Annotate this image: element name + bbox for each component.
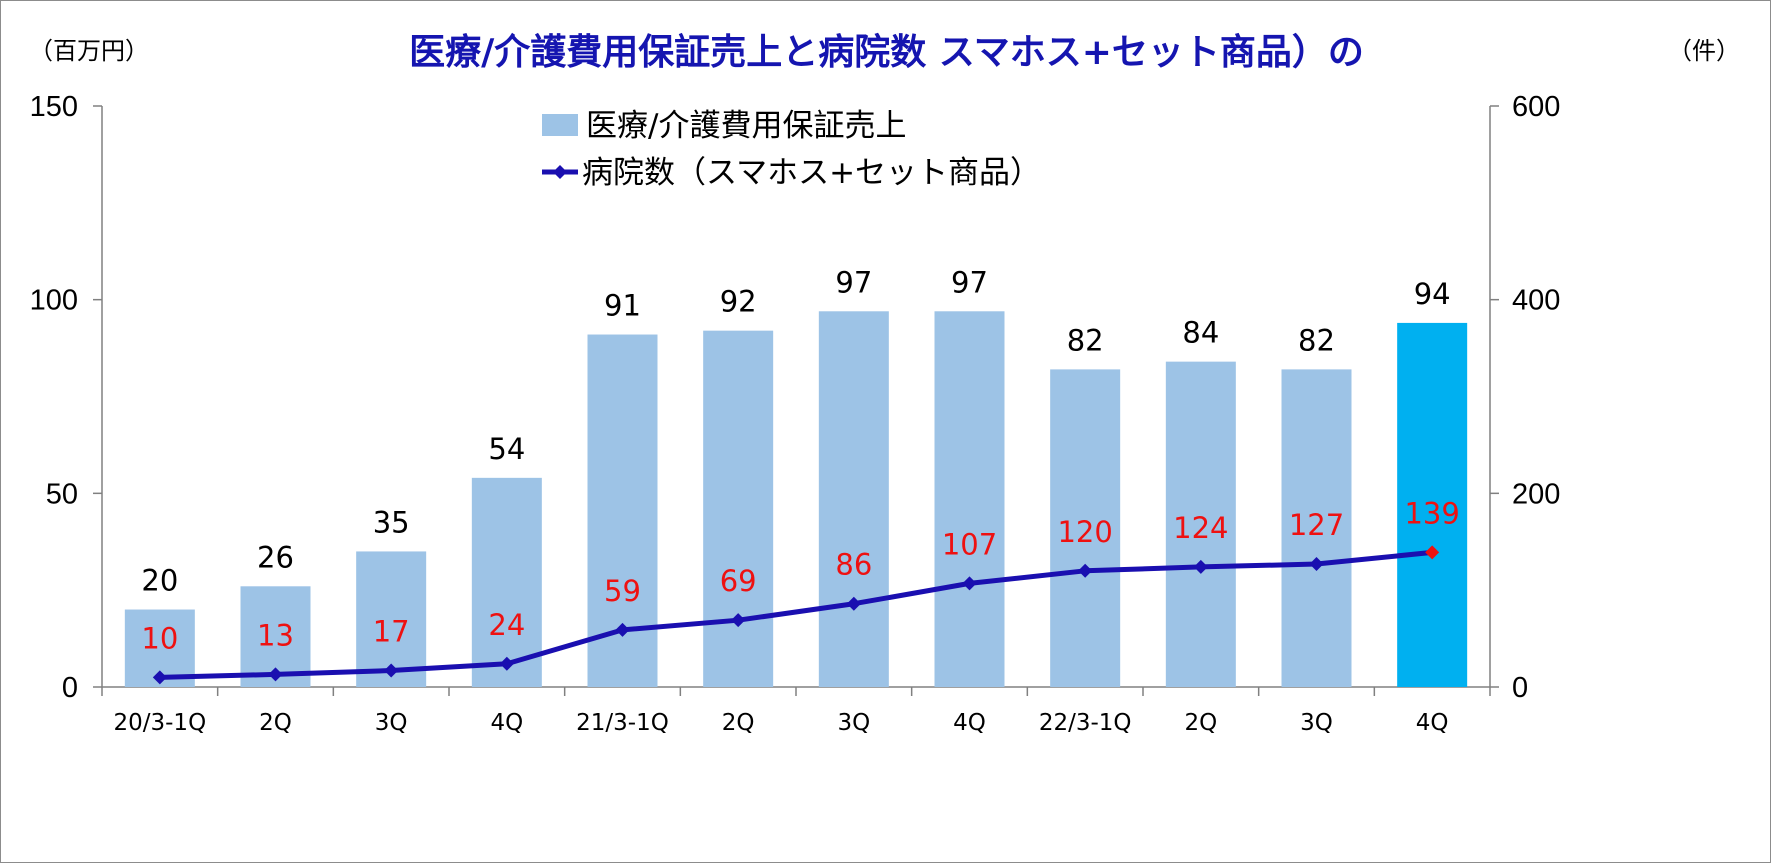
- line-point-marker: [1078, 563, 1093, 578]
- bar-value-label: 82: [1298, 323, 1335, 357]
- x-tick-label: 2Q: [1184, 710, 1217, 736]
- axes: 0 50 100 150 0 200 400 600 20/3-1Q 2Q 3Q 4Q 21/3-1Q 2…: [30, 91, 1561, 736]
- bar: [934, 311, 1005, 687]
- bar-value-label: 54: [488, 432, 525, 466]
- line-point-marker: [268, 667, 283, 682]
- line-value-label: 139: [1404, 496, 1459, 530]
- x-tick-label: 4Q: [1416, 710, 1449, 736]
- x-tick-label: 3Q: [375, 710, 408, 736]
- right-tick-label: 0: [1512, 672, 1528, 704]
- bar-value-label: 84: [1182, 316, 1219, 350]
- legend-label-bar: 医療/介護費用保証売上: [586, 108, 906, 144]
- line-value-label: 59: [604, 574, 641, 608]
- x-tick-label: 20/3-1Q: [113, 710, 206, 736]
- left-tick-label: 150: [30, 91, 78, 123]
- right-tick-label: 600: [1512, 91, 1560, 123]
- x-tick-label: 3Q: [1300, 710, 1333, 736]
- x-tick-label: 4Q: [953, 710, 986, 736]
- x-tick-label: 2Q: [259, 710, 292, 736]
- line-point-marker: [1425, 545, 1440, 560]
- bar: [1281, 369, 1352, 687]
- line-point-marker: [152, 670, 167, 685]
- legend-swatch-marker: [553, 165, 567, 179]
- bar-value-label: 35: [373, 505, 410, 539]
- bar-value-label: 94: [1414, 277, 1451, 311]
- line-point-marker: [1193, 559, 1208, 574]
- line-point-marker: [384, 663, 399, 678]
- line-value-label: 124: [1173, 511, 1228, 545]
- x-tick-label: 3Q: [837, 710, 870, 736]
- bars: [124, 311, 1468, 687]
- left-tick-label: 50: [46, 478, 78, 510]
- line-value-label: 86: [835, 548, 872, 582]
- bar-value-label: 97: [835, 265, 872, 299]
- bar-value-label: 91: [604, 289, 641, 323]
- bar: [1165, 361, 1236, 687]
- right-tick-label: 400: [1512, 285, 1560, 317]
- line-point-marker: [846, 596, 861, 611]
- x-tick-label: 22/3-1Q: [1039, 710, 1132, 736]
- right-tick-label: 200: [1512, 478, 1560, 510]
- left-tick-label: 100: [30, 285, 78, 317]
- line-value-label: 24: [488, 608, 525, 642]
- right-axis-unit: （件）: [1668, 37, 1740, 65]
- bar: [471, 477, 542, 687]
- line-value-label: 107: [942, 527, 997, 561]
- line-point-marker: [731, 613, 746, 628]
- line-series: [152, 545, 1440, 685]
- x-tick-label: 4Q: [490, 710, 523, 736]
- data-labels: 20 26 35 54 91 92 97 97 82 84 82 94 10 13 17 24 59 69 86 10…: [141, 265, 1459, 655]
- line-value-label: 10: [141, 621, 178, 655]
- bar-value-label: 97: [951, 265, 988, 299]
- legend-swatch-bar: [542, 114, 578, 136]
- left-tick-label: 0: [62, 672, 78, 704]
- x-tick-label: 2Q: [722, 710, 755, 736]
- line-value-label: 69: [720, 564, 757, 598]
- bar-value-label: 20: [141, 564, 178, 598]
- line-point-marker: [615, 622, 630, 637]
- x-tick-label: 21/3-1Q: [576, 710, 669, 736]
- chart-title: 医療/介護費用保証売上と病院数 スマホス+セット商品）の: [409, 32, 1364, 73]
- bar: [1397, 322, 1468, 687]
- bar: [703, 330, 774, 687]
- bar-value-label: 26: [257, 540, 294, 574]
- bar: [818, 311, 889, 687]
- line-value-label: 17: [373, 615, 410, 649]
- line-value-label: 120: [1057, 515, 1112, 549]
- legend-label-line: 病院数（スマホス+セット商品）: [582, 155, 1041, 191]
- series-line: [159, 549, 1433, 680]
- bar-value-label: 82: [1067, 323, 1104, 357]
- line-value-label: 13: [257, 618, 294, 652]
- line-value-label: 127: [1289, 508, 1344, 542]
- line-point-marker: [962, 576, 977, 591]
- line-point-marker: [499, 656, 514, 671]
- line-point-marker: [1309, 557, 1324, 572]
- left-axis-unit: （百万円）: [29, 37, 149, 65]
- bar-value-label: 92: [720, 285, 757, 319]
- bar: [1050, 369, 1121, 687]
